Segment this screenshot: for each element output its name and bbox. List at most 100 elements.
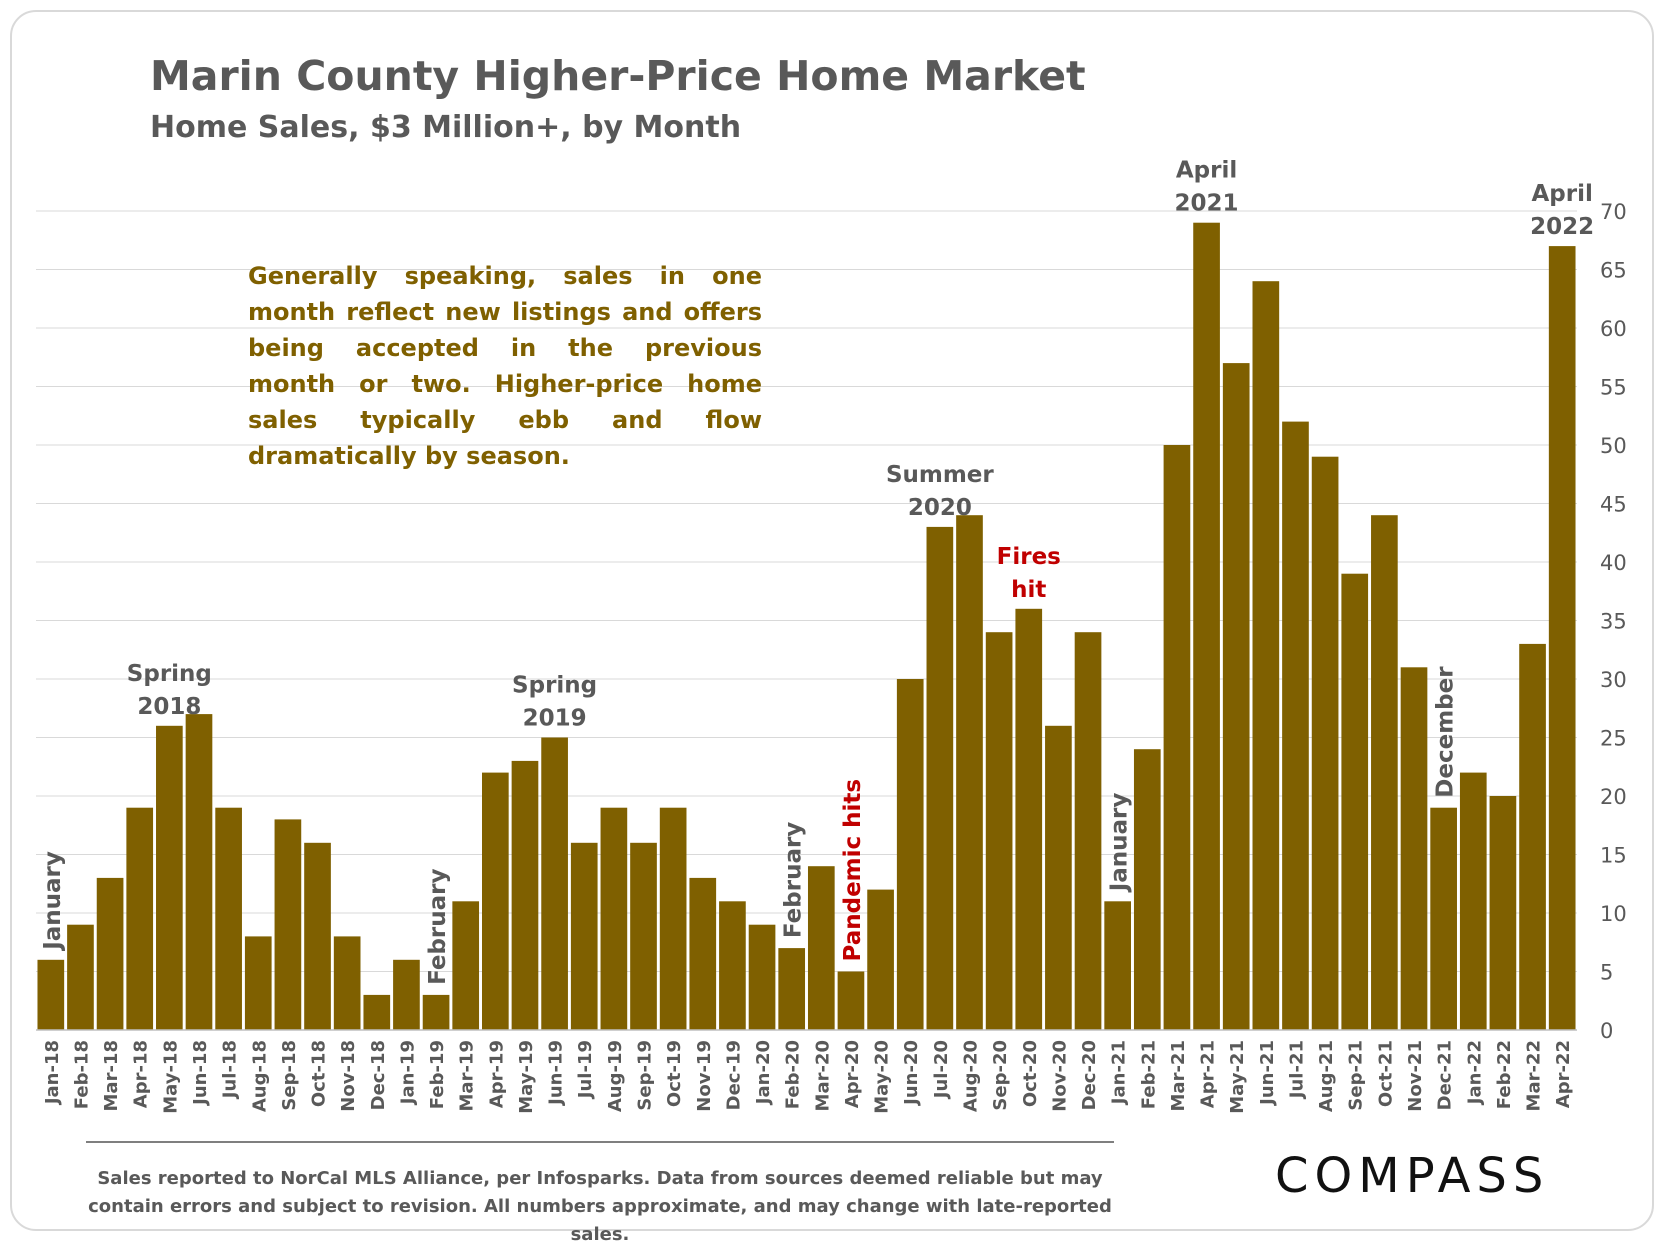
bar [748, 924, 776, 1030]
x-tick-label: May-20 [872, 1040, 893, 1114]
x-tick-label: Jan-22 [1464, 1040, 1485, 1106]
x-tick-label: Apr-19 [486, 1040, 507, 1108]
annotation-label: Spring 2018 [127, 661, 212, 720]
y-tick-label: 60 [1600, 317, 1627, 341]
bar [1371, 515, 1398, 1030]
x-tick-label: May-19 [516, 1040, 537, 1114]
bar [1222, 363, 1250, 1031]
x-tick-label: Feb-19 [427, 1040, 448, 1109]
y-tick-label: 20 [1600, 785, 1627, 809]
bar [926, 526, 954, 1030]
bar [1400, 667, 1428, 1030]
y-tick-label: 0 [1600, 1019, 1613, 1043]
annotation-label: December [1433, 666, 1459, 798]
chart-title: Marin County Higher-Price Home Market [150, 52, 1086, 100]
y-tick-label: 10 [1600, 902, 1627, 926]
bar [96, 877, 124, 1030]
bar [600, 807, 628, 1030]
bar [1045, 725, 1072, 1030]
x-tick-label: Nov-21 [1405, 1040, 1426, 1112]
bar [659, 807, 687, 1030]
x-tick-label: Nov-18 [338, 1040, 359, 1112]
x-tick-label: Mar-19 [457, 1040, 478, 1111]
bar [244, 936, 272, 1030]
bar [1311, 456, 1339, 1030]
x-tick-label: Nov-19 [694, 1040, 715, 1112]
x-tick-label: Dec-19 [723, 1040, 744, 1110]
x-tick-label: Jul-19 [575, 1040, 596, 1100]
chart-subtitle: Home Sales, $3 Million+, by Month [150, 110, 742, 145]
x-tick-label: Mar-22 [1524, 1040, 1545, 1111]
y-tick-label: 5 [1600, 961, 1613, 985]
bar [1252, 281, 1280, 1030]
x-tick-label: Jun-21 [1257, 1040, 1278, 1107]
x-tick-label: Oct-18 [309, 1040, 330, 1107]
x-tick-label: Aug-21 [1316, 1040, 1337, 1112]
bar [1430, 807, 1457, 1030]
annotation-label: Pandemic hits [840, 779, 866, 962]
bar [482, 772, 509, 1030]
bar [837, 971, 865, 1030]
bar [896, 679, 924, 1030]
x-tick-label: Jan-20 [753, 1040, 774, 1106]
bar [511, 760, 539, 1030]
bar [807, 866, 835, 1030]
bar [570, 842, 598, 1030]
y-tick-label: 25 [1600, 727, 1627, 751]
x-tick-label: Aug-18 [249, 1040, 270, 1112]
x-tick-label: Jun-19 [546, 1040, 567, 1107]
x-tick-label: Feb-20 [783, 1040, 804, 1109]
bar [1519, 643, 1546, 1030]
bar [304, 842, 331, 1030]
compass-logo: COMPASS [1275, 1148, 1550, 1204]
source-footnote: Sales reported to NorCal MLS Alliance, p… [88, 1168, 1112, 1245]
x-tick-label: Oct-19 [664, 1040, 685, 1107]
x-tick-label: Oct-21 [1375, 1040, 1396, 1107]
bar [1341, 573, 1369, 1030]
y-tick-label: 30 [1600, 668, 1627, 692]
x-tick-label: Dec-21 [1435, 1040, 1456, 1110]
x-tick-label: May-21 [1227, 1040, 1248, 1114]
x-tick-label: Mar-20 [812, 1040, 833, 1111]
annotation-label: February [781, 822, 807, 938]
x-tick-label: Sep-19 [635, 1040, 656, 1111]
x-tick-label: Sep-21 [1346, 1040, 1367, 1111]
x-tick-label: Sep-18 [279, 1040, 300, 1111]
bar [37, 959, 65, 1030]
x-tick-label: Apr-21 [1198, 1040, 1219, 1108]
bar [1489, 796, 1517, 1030]
bar [67, 924, 94, 1030]
bar [393, 959, 420, 1030]
annotation-label: Spring 2019 [512, 673, 597, 732]
y-tick-label: 50 [1600, 434, 1627, 458]
x-tick-label: Feb-22 [1494, 1040, 1515, 1109]
bar [1459, 772, 1487, 1030]
bar [363, 994, 391, 1030]
x-tick-label: Sep-20 [990, 1040, 1011, 1111]
y-tick-label: 15 [1600, 844, 1627, 868]
x-tick-label: Jul-21 [1286, 1040, 1307, 1100]
x-tick-label: Jan-18 [42, 1040, 63, 1106]
bar [778, 948, 806, 1030]
bar [956, 515, 983, 1030]
x-tick-label: Dec-18 [368, 1040, 389, 1110]
annotation-label: Fires hit [997, 544, 1061, 603]
bar [215, 807, 242, 1030]
x-tick-label: Mar-21 [1168, 1040, 1189, 1111]
x-tick-label: Aug-20 [960, 1040, 981, 1112]
x-tick-label: Feb-18 [71, 1040, 92, 1109]
footer-divider [86, 1141, 1114, 1143]
bar [1104, 901, 1131, 1030]
bar [422, 994, 450, 1030]
bar [719, 901, 746, 1030]
x-tick-label: Jun-18 [190, 1040, 211, 1107]
bar [1133, 749, 1161, 1030]
x-tick-label: Feb-21 [1138, 1040, 1159, 1109]
x-tick-label: Jan-19 [397, 1040, 418, 1106]
bar [867, 889, 894, 1030]
bar [630, 842, 657, 1030]
y-tick-label: 35 [1600, 610, 1627, 634]
bar [126, 807, 154, 1030]
x-tick-label: Aug-19 [605, 1040, 626, 1112]
